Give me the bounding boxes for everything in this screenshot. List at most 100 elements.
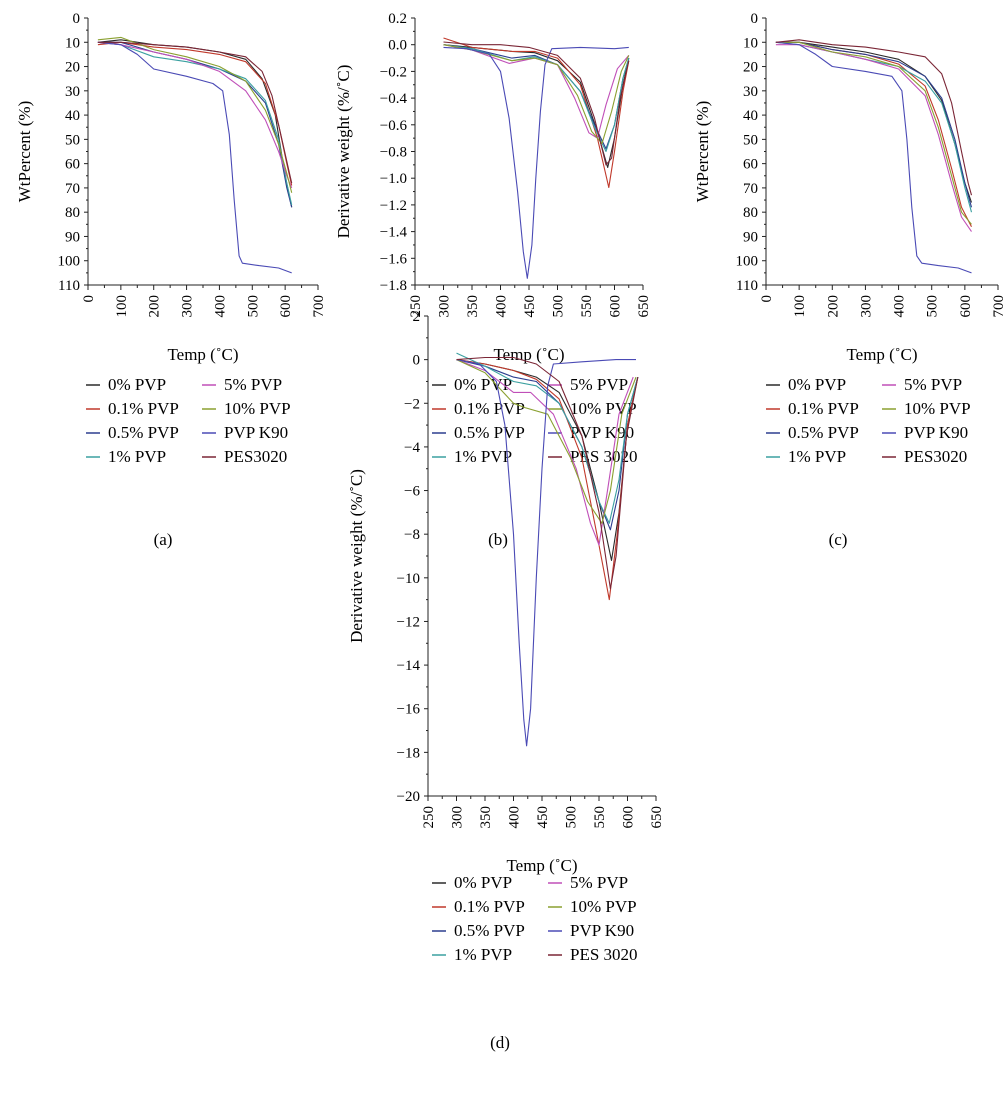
y-tick-label: −1.8 [380,278,407,294]
legend-entry: PVP K90 [904,423,968,442]
y-tick-label: −0.6 [380,118,408,134]
x-tick-label: 100 [792,295,808,318]
y-tick-label: 0.2 [388,11,407,27]
y-tick-label: 80 [743,205,758,221]
x-tick-label: 550 [592,806,608,829]
y-tick-label: −1.0 [380,171,407,187]
x-tick-label: 300 [180,295,196,318]
series-line [443,44,630,150]
legend-entry: 5% PVP [904,375,962,394]
x-tick-label: 450 [522,295,538,318]
y-tick-label: −0.8 [380,145,407,161]
legend-entry: 0.1% PVP [788,399,859,418]
series-line [775,39,973,196]
x-axis-label: Temp (˚C) [493,345,564,364]
x-tick-label: 400 [507,806,523,829]
y-tick-label: 100 [58,254,81,270]
legend-entry: PES 3020 [570,447,638,466]
panel-label: (a) [154,530,173,549]
legend-entry: 0.5% PVP [454,921,525,940]
legend-entry: PVP K90 [224,423,288,442]
y-tick-label: −8 [404,527,420,543]
y-tick-label: 90 [65,229,80,245]
x-axis-label: Temp (˚C) [846,345,917,364]
legend-entry: 0.1% PVP [454,399,525,418]
y-tick-label: −12 [397,614,420,630]
y-tick-label: 100 [736,254,759,270]
x-tick-label: 400 [892,295,908,318]
x-axis-label: Temp (˚C) [167,345,238,364]
series-line [97,41,292,274]
legend-entry: 10% PVP [224,399,291,418]
y-tick-label: −0.4 [380,91,408,107]
series-line [456,352,639,524]
series-line [443,41,630,166]
y-axis-label: WtPercent (%) [693,101,712,202]
x-tick-label: 400 [212,295,228,318]
y-tick-label: 2 [413,309,421,325]
y-tick-label: 60 [65,157,80,173]
legend-entry: 0% PVP [788,375,846,394]
x-tick-label: 650 [636,295,652,318]
y-tick-label: 30 [743,84,758,100]
legend-entry: 10% PVP [904,399,971,418]
x-tick-label: 500 [551,295,567,318]
legend-entry: 1% PVP [454,945,512,964]
y-tick-label: −1.4 [380,225,408,241]
series-line [443,44,630,139]
y-tick-label: −6 [404,484,420,500]
legend-entry: 10% PVP [570,399,637,418]
series-line [456,356,639,590]
y-tick-label: 60 [743,157,758,173]
legend-entry: 0.1% PVP [454,897,525,916]
legend-entry: 0% PVP [108,375,166,394]
x-tick-label: 650 [649,806,665,829]
legend-entry: 5% PVP [570,873,628,892]
series-line [775,41,972,274]
x-tick-label: 250 [408,295,424,318]
x-tick-label: 500 [245,295,261,318]
x-tick-label: 0 [759,295,775,303]
y-tick-label: −2 [404,396,420,412]
y-tick-label: 40 [743,108,758,124]
x-tick-label: 0 [81,295,97,303]
series-line [775,41,973,213]
x-tick-label: 600 [958,295,974,318]
y-tick-label: 90 [743,229,758,245]
series-line [443,44,630,153]
series-line [97,41,293,208]
x-tick-label: 500 [925,295,941,318]
y-tick-label: −18 [397,745,420,761]
legend-entry: PVP K90 [570,921,634,940]
x-tick-label: 350 [465,295,481,318]
y-tick-label: 110 [736,278,758,294]
x-tick-label: 200 [825,295,841,318]
legend-entry: 10% PVP [570,897,637,916]
y-tick-label: −1.2 [380,198,407,214]
x-tick-label: 300 [437,295,453,318]
y-tick-label: −10 [397,571,420,587]
y-tick-label: 20 [743,60,758,76]
legend-entry: 5% PVP [224,375,282,394]
y-axis-label: Derivative weight (%/˚C) [334,65,353,239]
x-tick-label: 350 [478,806,494,829]
legend-entry: 0.5% PVP [454,423,525,442]
y-tick-label: 10 [65,35,80,51]
y-tick-label: −1.6 [380,251,408,267]
series-line [456,359,636,747]
legend-entry: 5% PVP [570,375,628,394]
x-tick-label: 300 [450,806,466,829]
y-tick-label: 40 [65,108,80,124]
y-tick-label: 110 [58,278,80,294]
x-tick-label: 600 [621,806,637,829]
series-line [97,39,293,208]
x-tick-label: 250 [421,806,437,829]
series-line [443,46,629,279]
legend-entry: 0.1% PVP [108,399,179,418]
panel-label: (b) [488,530,508,549]
